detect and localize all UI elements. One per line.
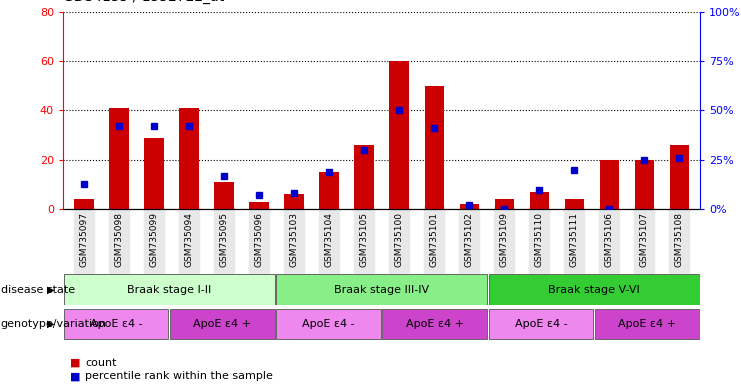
Bar [354,145,373,209]
Text: ■: ■ [70,371,81,381]
Text: ApoE ε4 +: ApoE ε4 + [406,319,464,329]
Bar [276,309,381,339]
Bar [634,160,654,209]
Bar [425,86,444,209]
Bar [64,275,275,305]
Bar [670,145,689,209]
Bar [599,160,619,209]
Text: disease state: disease state [1,285,75,295]
Text: ▶: ▶ [47,319,54,329]
Bar [276,275,487,305]
Bar [144,137,164,209]
Text: ApoE ε4 -: ApoE ε4 - [90,319,142,329]
Bar [595,309,700,339]
Bar [170,309,275,339]
Text: ■: ■ [70,358,81,368]
Text: count: count [85,358,117,368]
Bar [110,108,129,209]
Bar [74,199,93,209]
Bar [459,204,479,209]
Bar [390,61,409,209]
Bar [494,199,514,209]
Text: ApoE ε4 -: ApoE ε4 - [302,319,355,329]
Bar [250,202,269,209]
Bar [488,275,700,305]
Bar [319,172,339,209]
Bar [285,194,304,209]
Bar [565,199,584,209]
Text: ▶: ▶ [47,285,54,295]
Bar [530,192,549,209]
Bar [214,182,233,209]
Bar [64,309,168,339]
Text: Braak stage I-II: Braak stage I-II [127,285,211,295]
Text: Braak stage III-IV: Braak stage III-IV [334,285,429,295]
Text: ApoE ε4 -: ApoE ε4 - [514,319,568,329]
Text: genotype/variation: genotype/variation [1,319,107,329]
Text: Braak stage V-VI: Braak stage V-VI [548,285,640,295]
Bar [179,108,199,209]
Text: ApoE ε4 +: ApoE ε4 + [193,319,251,329]
Bar [382,309,487,339]
Text: ApoE ε4 +: ApoE ε4 + [618,319,676,329]
Text: GDS4135 / 1552722_at: GDS4135 / 1552722_at [63,0,225,4]
Bar [488,309,594,339]
Text: percentile rank within the sample: percentile rank within the sample [85,371,273,381]
